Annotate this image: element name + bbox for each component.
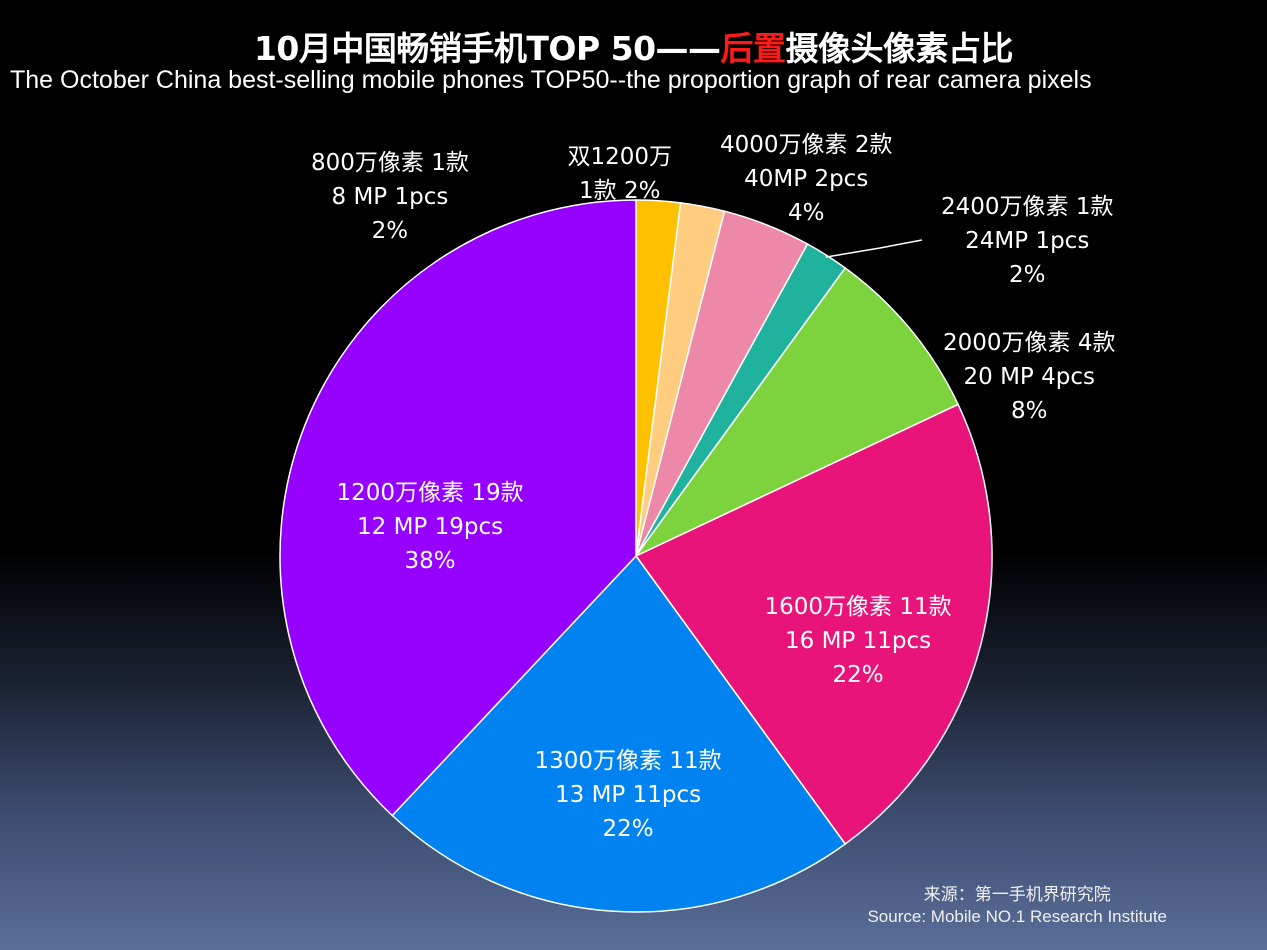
slice-label-line: 20 MP 4pcs [963, 364, 1095, 390]
title-post: 摄像头像素占比 [785, 29, 1014, 68]
slice-label-line: 4% [787, 200, 825, 226]
slice-label-line: 2000万像素 4款 [943, 330, 1116, 356]
slice-label-line: 2400万像素 1款 [941, 194, 1114, 220]
slice-label-line: 8% [1010, 398, 1048, 424]
slice-label-line: 13 MP 11pcs [555, 782, 702, 808]
source-line-cn: 来源：第一手机界研究院 [923, 885, 1111, 904]
slice-label-line: 16 MP 11pcs [785, 628, 932, 654]
slice-label-dual12: 双1200万 1款 2% [568, 140, 673, 208]
pie-slice-mp16 [634, 403, 993, 846]
chart-title: 10月中国畅销手机TOP 50——后置摄像头像素占比 [0, 22, 1267, 70]
slice-label-line: 40MP 2pcs [744, 166, 869, 192]
slice-label-line: 双1200万 [567, 144, 673, 170]
slice-label-line: 1款 2% [579, 178, 661, 204]
slice-label-mp13: 1300万像素 11款 13 MP 11pcs 22% [535, 744, 722, 846]
leader-line-mp24 [825, 239, 923, 258]
slice-label-line: 38% [404, 548, 456, 574]
source-line-en: Source: Mobile NO.1 Research Institute [867, 907, 1167, 926]
slice-label-line: 1200万像素 19款 [336, 480, 524, 506]
slice-label-line: 4000万像素 2款 [720, 132, 893, 158]
slice-label-line: 12 MP 19pcs [357, 514, 504, 540]
slice-label-line: 2% [371, 218, 409, 244]
slice-label-mp40: 4000万像素 2款 40MP 2pcs 4% [720, 128, 892, 230]
slice-label-mp8: 800万像素 1款 8 MP 1pcs 2% [311, 146, 469, 248]
slice-label-mp24: 2400万像素 1款 24MP 1pcs 2% [941, 190, 1113, 292]
source-note: 来源：第一手机界研究院 Source: Mobile NO.1 Research… [867, 884, 1167, 928]
pie-slice-mp20 [635, 266, 960, 557]
slice-label-line: 22% [832, 662, 884, 688]
slice-label-line: 2% [1008, 262, 1046, 288]
slice-label-line: 1600万像素 11款 [764, 594, 952, 620]
title-pre: 10月中国畅销手机TOP 50—— [253, 29, 721, 68]
slice-label-mp16: 1600万像素 11款 16 MP 11pcs 22% [765, 590, 952, 692]
chart-subtitle: The October China best-selling mobile ph… [10, 66, 1092, 94]
slice-label-line: 22% [602, 816, 654, 842]
slice-label-mp12: 1200万像素 19款 12 MP 19pcs 38% [337, 476, 524, 578]
slice-label-line: 24MP 1pcs [965, 228, 1090, 254]
pie-slice-mp12 [279, 199, 637, 817]
slice-label-line: 8 MP 1pcs [331, 184, 449, 210]
slice-label-line: 1300万像素 11款 [534, 748, 722, 774]
title-highlight: 后置 [720, 29, 787, 68]
slice-label-line: 800万像素 1款 [311, 150, 469, 176]
slice-label-mp20: 2000万像素 4款 20 MP 4pcs 8% [943, 326, 1115, 428]
pie-slice-mp13 [391, 554, 847, 913]
